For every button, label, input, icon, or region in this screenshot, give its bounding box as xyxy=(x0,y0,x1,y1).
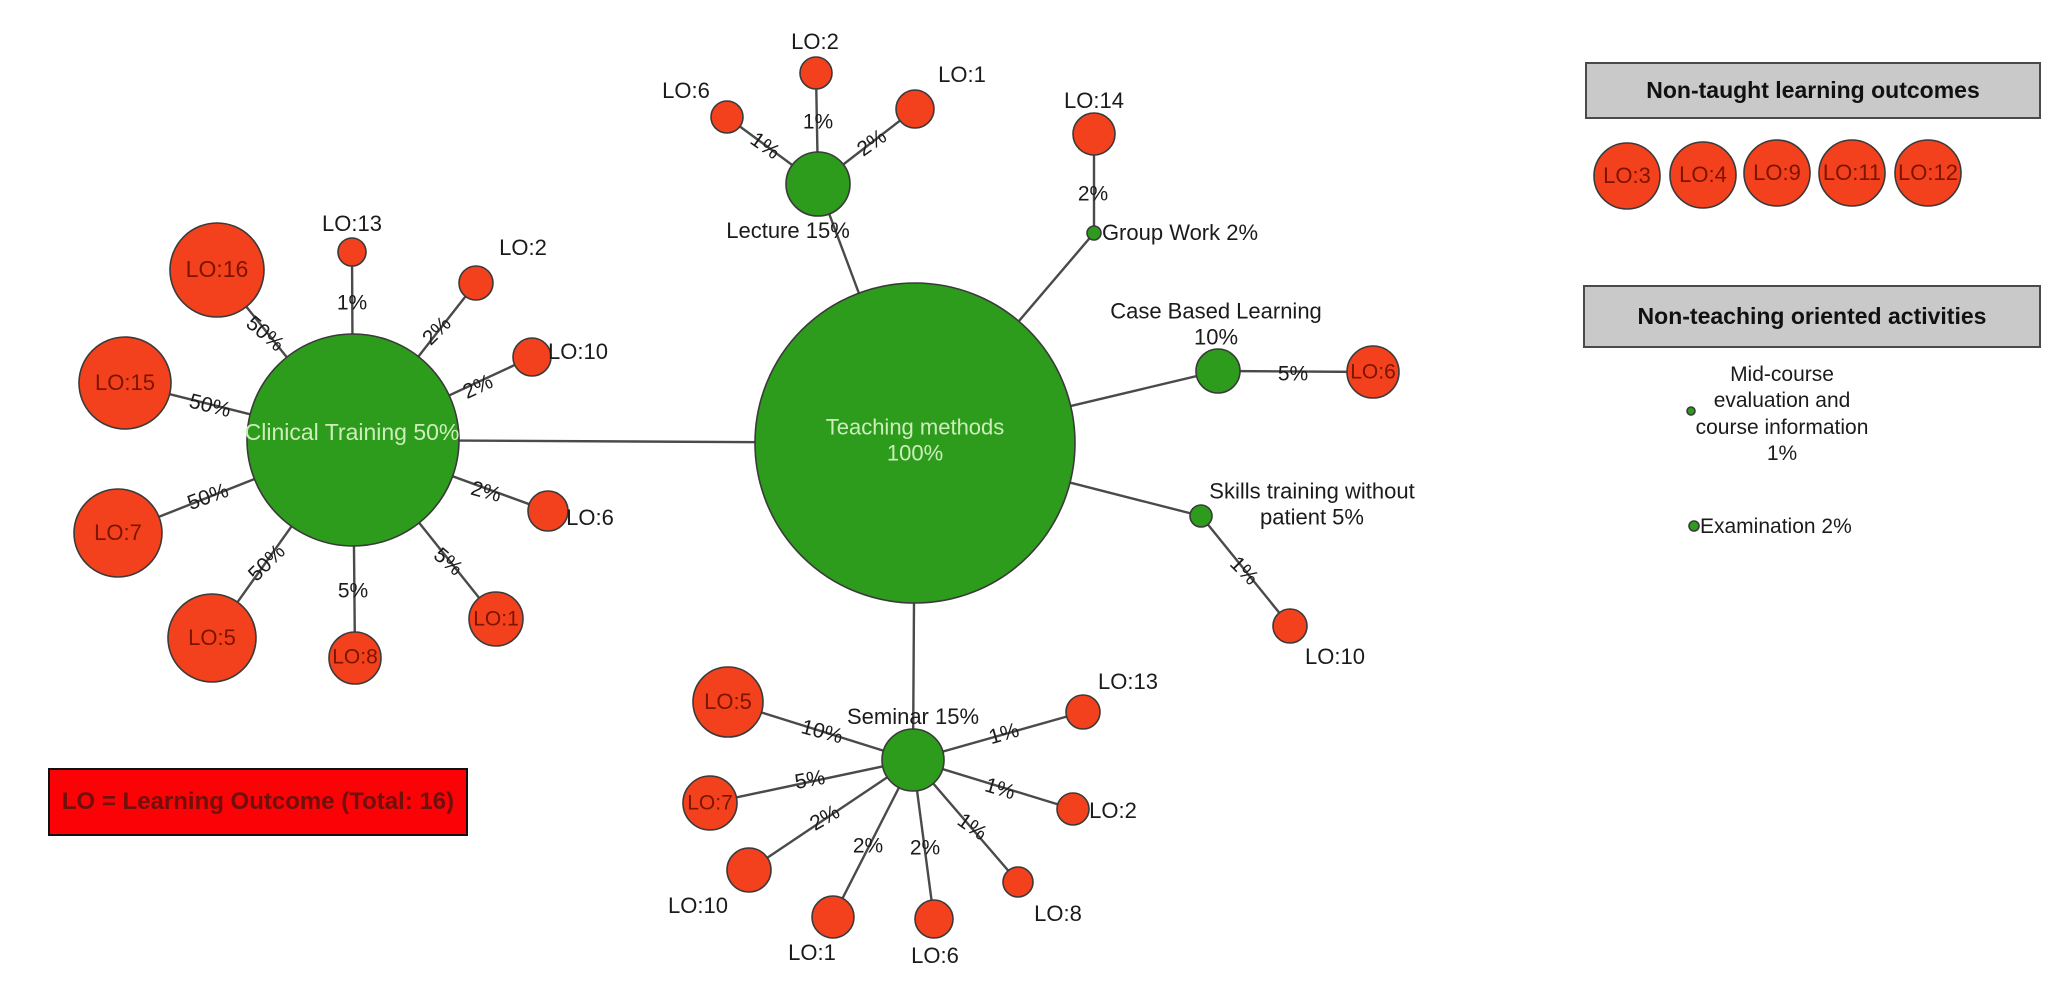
node-group-work xyxy=(1086,225,1102,241)
node-ct-lo16 xyxy=(169,222,265,318)
node-ct-lo5 xyxy=(167,593,257,683)
node-nt-lo11 xyxy=(1818,139,1886,207)
node-ct-lo8 xyxy=(328,631,382,685)
node-nt-lo4 xyxy=(1669,141,1737,209)
node-sem-lo6 xyxy=(914,899,954,939)
node-lec-lo2 xyxy=(799,56,833,90)
node-skills-training xyxy=(1189,504,1213,528)
node-ct-lo2 xyxy=(458,265,494,301)
node-lec-lo6 xyxy=(710,100,744,134)
node-teaching-methods xyxy=(754,282,1076,604)
midcourse-evaluation-item: Mid-course evaluation and course informa… xyxy=(1695,363,1869,465)
node-ct-lo15 xyxy=(78,336,172,430)
node-seminar xyxy=(881,728,945,792)
node-ct-lo7 xyxy=(73,488,163,578)
legend-box: LO = Learning Outcome (Total: 16) xyxy=(48,768,468,836)
node-ct-lo10 xyxy=(512,337,552,377)
node-ct-lo6 xyxy=(527,490,569,532)
node-ct-lo1 xyxy=(468,591,524,647)
node-case-based-learning xyxy=(1195,348,1241,394)
edge-skills-lo10 xyxy=(1200,515,1291,627)
node-sem-lo2 xyxy=(1056,792,1090,826)
node-sem-lo5 xyxy=(692,666,764,738)
node-sem-lo13 xyxy=(1065,694,1101,730)
node-lecture xyxy=(785,151,851,217)
node-cbl-lo6 xyxy=(1346,345,1400,399)
non-taught-header: Non-taught learning outcomes xyxy=(1585,62,2041,119)
node-ct-lo13 xyxy=(337,237,367,267)
node-st-lo10 xyxy=(1272,608,1308,644)
edge-seminar-lo10 xyxy=(748,759,914,871)
node-sem-lo10 xyxy=(726,847,772,893)
non-teaching-header: Non-teaching oriented activities xyxy=(1583,285,2041,348)
node-sem-lo1 xyxy=(811,895,855,939)
examination-item: Examination 2% xyxy=(1700,515,1852,538)
node-sem-lo8 xyxy=(1002,866,1034,898)
node-clinical-training xyxy=(246,333,460,547)
node-nt-lo9 xyxy=(1743,139,1811,207)
node-gw-lo14 xyxy=(1072,112,1116,156)
node-nt-lo3 xyxy=(1593,142,1661,210)
node-lec-lo1 xyxy=(895,89,935,129)
edge-seminar-lo7 xyxy=(709,758,914,805)
node-examination-dot xyxy=(1688,520,1700,532)
node-midcourse-dot xyxy=(1686,406,1696,416)
node-nt-lo12 xyxy=(1894,139,1962,207)
node-sem-lo7 xyxy=(682,775,738,831)
